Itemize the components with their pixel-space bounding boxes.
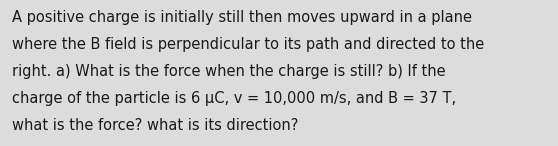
Text: right. a) What is the force when the charge is still? b) If the: right. a) What is the force when the cha… [12,64,446,79]
Text: charge of the particle is 6 μC, v = 10,000 m/s, and B = 37 T,: charge of the particle is 6 μC, v = 10,0… [12,91,456,106]
Text: what is the force? what is its direction?: what is the force? what is its direction… [12,118,299,133]
Text: where the B field is perpendicular to its path and directed to the: where the B field is perpendicular to it… [12,37,484,52]
Text: A positive charge is initially still then moves upward in a plane: A positive charge is initially still the… [12,10,472,25]
